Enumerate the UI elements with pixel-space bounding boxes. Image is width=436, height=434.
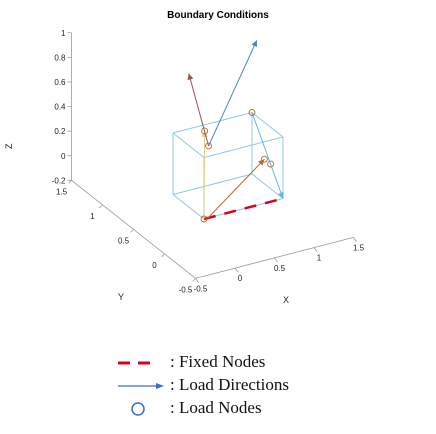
y-tick-label: 1 <box>90 212 95 221</box>
load-direction-arrow <box>189 74 209 146</box>
plot-group <box>173 40 284 222</box>
y-tick-mark <box>131 229 134 232</box>
x-tick-label: 1 <box>317 254 322 263</box>
y-tick-label: 0.5 <box>118 236 130 245</box>
x-tick-label: 0 <box>238 274 243 283</box>
y-tick-label: -0.5 <box>179 285 193 294</box>
x-tick-label: 1.5 <box>353 243 365 252</box>
circle-icon <box>112 398 170 418</box>
load-direction-arrow <box>204 131 205 219</box>
red-dash-icon <box>112 352 170 372</box>
legend-label-load-directions: : Load Directions <box>170 375 289 395</box>
x-tick-label: 0.5 <box>274 264 286 273</box>
z-tick-label: 0.2 <box>54 127 66 136</box>
y-axis-label: Y <box>118 292 124 302</box>
domain-box-edge <box>173 133 204 158</box>
arrow-icon <box>112 375 170 395</box>
z-axis-label: Z <box>4 143 14 149</box>
legend-label-fixed: : Fixed Nodes <box>170 352 265 372</box>
load-arrow-head <box>187 74 193 81</box>
y-tick-mark <box>162 254 165 257</box>
domain-box-edge <box>204 137 283 158</box>
axes-group: -0.5 0 0.5 1 1.5 -0.5 0 0.5 1 1.5 -0.2 0 0.2 0.4 0.6 0.… <box>52 29 365 295</box>
y-tick-mark <box>193 278 196 281</box>
z-tick-label: 0.6 <box>54 78 66 87</box>
legend-label-load-nodes: : Load Nodes <box>170 398 262 418</box>
y-tick-mark <box>100 205 103 208</box>
z-tick-label: 0.8 <box>54 53 66 62</box>
x-tick-label: -0.5 <box>194 284 208 293</box>
z-tick-label: 1 <box>61 29 66 38</box>
legend: : Fixed Nodes : Load Directions : Load N… <box>112 350 372 419</box>
legend-item-load-directions: : Load Directions <box>112 373 372 396</box>
legend-item-fixed: : Fixed Nodes <box>112 350 372 373</box>
load-direction-arrow <box>209 40 257 146</box>
load-direction-arrow <box>252 113 283 199</box>
y-tick-mark <box>69 180 72 183</box>
x-tick-mark <box>314 248 317 252</box>
x-tick-mark <box>275 258 278 262</box>
x-axis-label: X <box>283 295 289 305</box>
y-tick-label: 1.5 <box>56 187 68 196</box>
chart-title: Boundary Conditions <box>167 10 269 21</box>
z-tick-label: -0.2 <box>52 176 66 185</box>
x-tick-mark <box>235 268 238 272</box>
x-tick-mark <box>196 278 199 282</box>
z-tick-label: 0.4 <box>54 103 66 112</box>
y-tick-label: 0 <box>152 261 157 270</box>
z-tick-label: 0 <box>61 152 66 161</box>
domain-box-edge <box>173 195 204 220</box>
load-direction-arrow <box>208 159 264 218</box>
x-tick-mark <box>354 237 357 241</box>
domain-box-edge <box>173 113 252 134</box>
legend-item-load-nodes: : Load Nodes <box>112 396 372 419</box>
